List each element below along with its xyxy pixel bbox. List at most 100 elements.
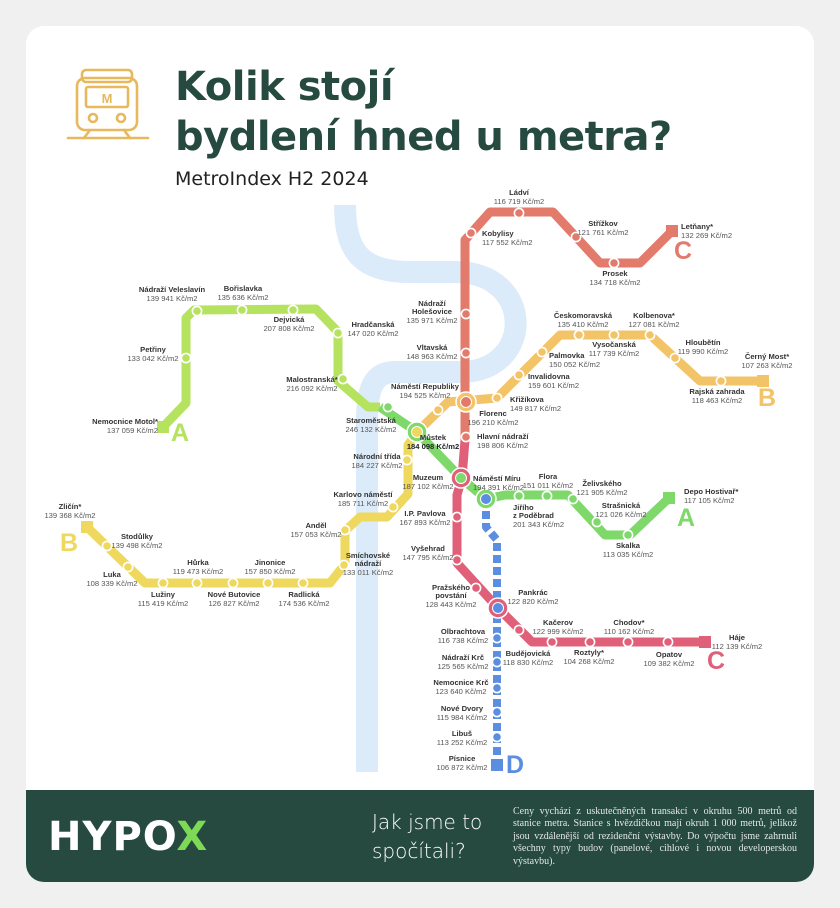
station-dot-narodni[interactable]: [401, 454, 413, 466]
station-dot-kolbenova[interactable]: [644, 329, 656, 341]
terminus-depo: [663, 492, 675, 504]
station-dot-vysehrad[interactable]: [451, 554, 463, 566]
interchange-mustek[interactable]: [406, 421, 428, 443]
station-dot-andel[interactable]: [339, 524, 351, 536]
station-dot-flora[interactable]: [541, 490, 553, 502]
station-dot-vysocanska[interactable]: [608, 329, 620, 341]
station-name: Invalidovna: [528, 372, 571, 381]
station-dot-budejovicka[interactable]: [513, 624, 525, 636]
station-dot-luka[interactable]: [122, 561, 134, 573]
station-dot-chodov[interactable]: [622, 636, 634, 648]
station-dot-opatov[interactable]: [662, 636, 674, 648]
station-dot-hurka[interactable]: [191, 577, 203, 589]
title-line-1: Kolik stojí: [175, 64, 394, 110]
station-dot-veleslavin[interactable]: [191, 305, 203, 317]
station-dot-ipp[interactable]: [451, 511, 463, 523]
station-price: 122 999 Kč/m2: [532, 627, 583, 636]
interchange-d-junction[interactable]: [475, 488, 497, 510]
station-dot-strasnicka[interactable]: [591, 516, 603, 528]
station-dot-krc[interactable]: [491, 656, 503, 668]
station-dot-nemkrc[interactable]: [491, 682, 503, 694]
station-name: Nemocnice Krč: [433, 678, 488, 687]
station-dot-ceskomoravska[interactable]: [573, 329, 585, 341]
station-name: Náměstí Republiky: [391, 382, 460, 391]
line-letter-a: A: [677, 504, 695, 532]
station-price: 147 020 Kč/m2: [347, 329, 398, 338]
station-dot-zelivskeho[interactable]: [567, 493, 579, 505]
station-dot-novedvory[interactable]: [491, 706, 503, 718]
station-dot-novebutovice[interactable]: [227, 577, 239, 589]
station-price: 246 132 Kč/m2: [345, 425, 396, 434]
station-dot-holesovice[interactable]: [460, 308, 472, 320]
station-dot-petriny[interactable]: [180, 352, 192, 364]
station-label-malostranska: Malostranská*216 092 Kč/m2: [286, 375, 338, 393]
station-price: 104 268 Kč/m2: [563, 657, 614, 666]
station-dot-ladvi[interactable]: [513, 207, 525, 219]
station-dot-libus[interactable]: [491, 731, 503, 743]
station-price: 185 711 Kč/m2: [338, 499, 389, 508]
station-dot-olbrachtova[interactable]: [491, 632, 503, 644]
station-dot-roztyly[interactable]: [584, 636, 596, 648]
station-dot-jiriho[interactable]: [513, 490, 525, 502]
interchange-florenc[interactable]: [455, 391, 477, 413]
line-letter-c: C: [707, 647, 725, 675]
line-a-west: [159, 304, 380, 431]
station-dot-skalka[interactable]: [622, 529, 634, 541]
station-price: 115 419 Kč/m2: [138, 599, 189, 608]
station-dot-hradcanska[interactable]: [332, 327, 344, 339]
station-price: 118 463 Kč/m2: [692, 396, 743, 405]
station-dot-malostranska[interactable]: [337, 373, 349, 385]
station-dot-jinonice[interactable]: [262, 577, 274, 589]
station-dot-smichovske[interactable]: [338, 559, 350, 571]
station-name: Vltavská: [417, 343, 449, 352]
station-dot-invalidovna[interactable]: [513, 369, 525, 381]
terminus-motol: [157, 421, 169, 433]
station-dot-stodulky[interactable]: [101, 540, 113, 552]
station-dot-kacerov[interactable]: [546, 636, 558, 648]
station-dot-prazskeho[interactable]: [470, 582, 482, 594]
station-dot-luziny[interactable]: [157, 577, 169, 589]
station-name: Letňany*: [681, 222, 713, 231]
station-price: 135 410 Kč/m2: [557, 320, 608, 329]
station-dot-radlicka[interactable]: [297, 577, 309, 589]
station-dot-borislavka[interactable]: [236, 304, 248, 316]
icon-letter: M: [102, 91, 113, 106]
station-name: povstání: [435, 591, 467, 600]
station-price: 133 042 Kč/m2: [127, 354, 178, 363]
station-dot-hloubetin[interactable]: [669, 352, 681, 364]
station-dot-strizkov[interactable]: [570, 231, 582, 243]
station-dot-vltavska[interactable]: [460, 347, 472, 359]
methodology-title: Jak jsme to spočítali?: [372, 810, 483, 863]
interchange-namestimiru[interactable]: [450, 467, 472, 489]
station-dot-palmovka[interactable]: [536, 346, 548, 358]
station-dot-karlovo[interactable]: [387, 501, 399, 513]
station-price: 207 808 Kč/m2: [263, 324, 314, 333]
station-dot-dejvicka[interactable]: [287, 304, 299, 316]
station-name: Hůrka: [187, 558, 209, 567]
station-dot-staromestska[interactable]: [382, 401, 394, 413]
station-dot-hlavni[interactable]: [460, 431, 472, 443]
station-name: z Poděbrad: [513, 511, 554, 520]
station-dot-kobylisy[interactable]: [465, 227, 477, 239]
station-dot-rajska[interactable]: [715, 375, 727, 387]
station-dot-krizikova[interactable]: [491, 392, 503, 404]
station-dot-prosek[interactable]: [608, 257, 620, 269]
station-dot-republiky[interactable]: [432, 404, 444, 416]
interchange-pankrac[interactable]: [487, 597, 509, 619]
